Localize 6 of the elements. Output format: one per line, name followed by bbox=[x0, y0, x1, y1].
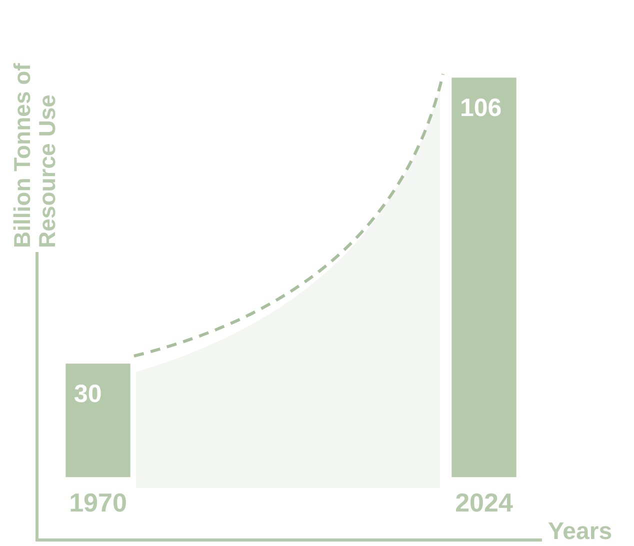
x-axis-title: Years bbox=[548, 518, 612, 546]
data-label: 30 bbox=[74, 380, 102, 408]
x-tick-label: 1970 bbox=[69, 488, 127, 518]
x-tick-label: 2024 bbox=[455, 488, 514, 518]
data-label: 106 bbox=[460, 94, 502, 122]
y-axis-title: Billion Tonnes of Resource Use bbox=[9, 62, 60, 248]
